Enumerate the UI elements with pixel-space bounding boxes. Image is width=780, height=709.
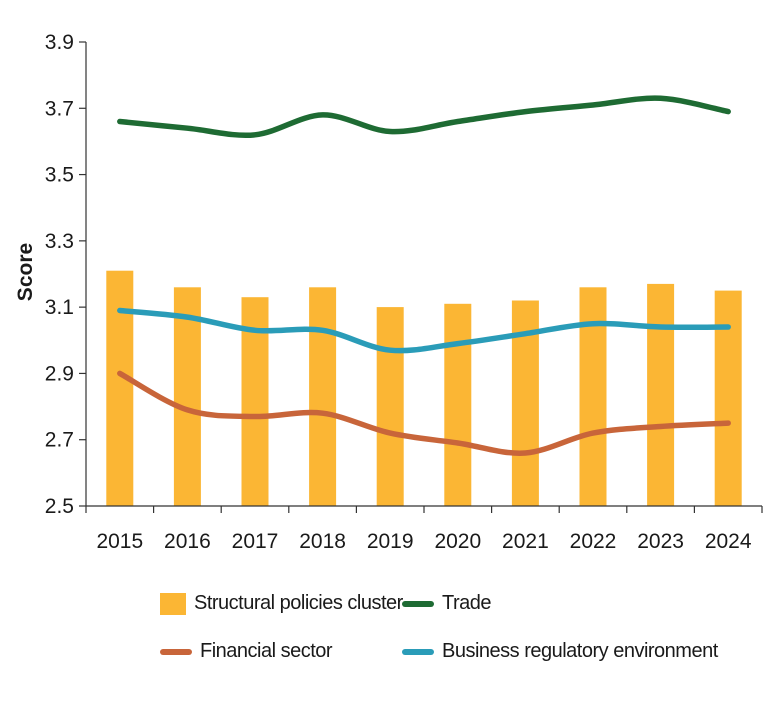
legend-item-bar: Structural policies cluster bbox=[160, 592, 403, 615]
legend-item-business: Business regulatory environment bbox=[402, 640, 718, 663]
bar-2020 bbox=[444, 303, 472, 506]
series-line-business-regulatory-environment bbox=[117, 307, 731, 354]
legend-item-trade: Trade bbox=[402, 592, 492, 615]
legend-swatch-structural bbox=[160, 592, 186, 615]
legend-label-structural: Structural policies cluster bbox=[194, 592, 403, 614]
series-line-trade bbox=[117, 95, 731, 138]
bar-2022 bbox=[579, 287, 607, 506]
y-tick-label: 3.7 bbox=[45, 97, 74, 120]
y-tick-label: 3.5 bbox=[45, 164, 74, 187]
bar-2015 bbox=[106, 270, 134, 506]
legend-swatch-financial bbox=[160, 648, 192, 655]
y-axis-label: Score bbox=[14, 243, 37, 301]
y-tick-label: 3.1 bbox=[45, 296, 74, 319]
y-tick-label: 2.5 bbox=[45, 495, 74, 518]
x-tick-label: 2023 bbox=[637, 530, 684, 553]
x-tick-label: 2021 bbox=[502, 530, 549, 553]
legend-label-financial: Financial sector bbox=[200, 640, 333, 662]
x-tick-label: 2022 bbox=[570, 530, 617, 553]
bars-layer bbox=[106, 270, 742, 506]
x-tick-label: 2020 bbox=[434, 530, 481, 553]
x-tick-label: 2017 bbox=[232, 530, 279, 553]
series-line-financial-sector bbox=[117, 370, 731, 456]
bar-2018 bbox=[309, 287, 337, 506]
bar-2024 bbox=[714, 290, 742, 506]
y-tick-label: 3.3 bbox=[45, 230, 74, 253]
x-tick-label: 2015 bbox=[96, 530, 143, 553]
legend-swatch-trade bbox=[402, 600, 434, 607]
x-tick-label: 2016 bbox=[164, 530, 211, 553]
x-tick-label: 2018 bbox=[299, 530, 346, 553]
x-tick-label: 2024 bbox=[705, 530, 752, 553]
y-tick-label: 3.9 bbox=[45, 31, 74, 54]
lines-layer bbox=[117, 95, 731, 456]
legend-label-trade: Trade bbox=[442, 592, 492, 614]
axes-layer: 2.5 2.7 2.9 3.1 3.3 3.5 3.7 3.9 2015 2016 2017 2018… bbox=[45, 31, 763, 553]
bar-2023 bbox=[647, 283, 675, 506]
legend-swatch-business bbox=[402, 648, 434, 655]
x-tick-label: 2019 bbox=[367, 530, 414, 553]
bar-2019 bbox=[376, 307, 404, 506]
legend-label-business: Business regulatory environment bbox=[442, 640, 718, 662]
y-tick-label: 2.9 bbox=[45, 362, 74, 385]
bar-2016 bbox=[173, 287, 201, 506]
y-tick-label: 2.7 bbox=[45, 429, 74, 452]
legend-item-financial: Financial sector bbox=[160, 640, 333, 663]
